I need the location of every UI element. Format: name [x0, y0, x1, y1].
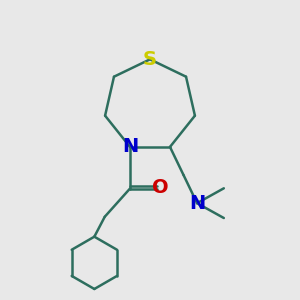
- Text: O: O: [152, 178, 169, 196]
- Text: N: N: [122, 137, 138, 156]
- Text: S: S: [143, 50, 157, 69]
- Text: N: N: [189, 194, 205, 213]
